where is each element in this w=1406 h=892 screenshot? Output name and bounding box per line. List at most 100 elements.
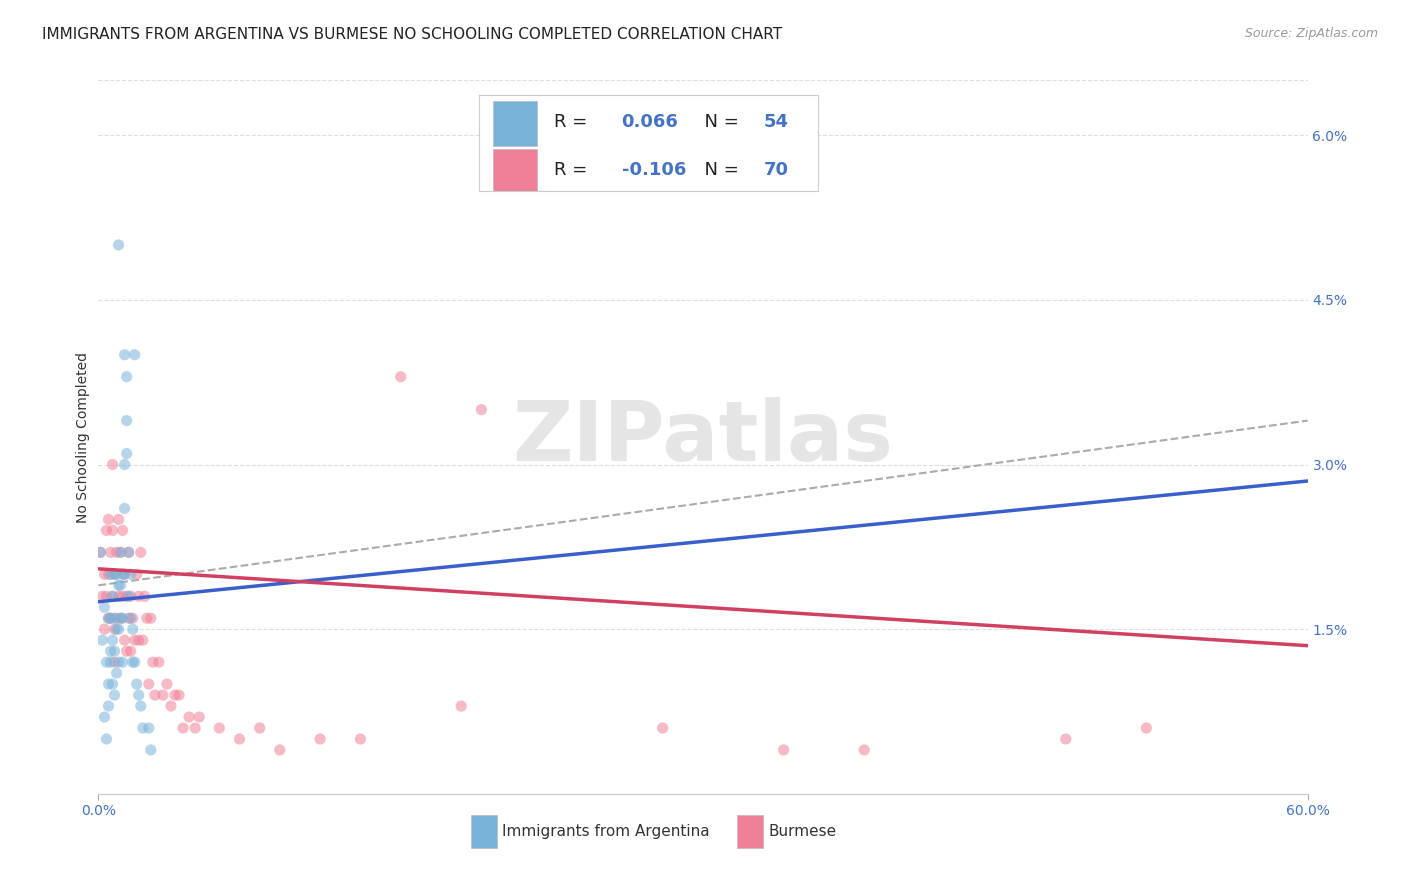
Point: [188, 710, 211, 724]
Point: [450, 699, 472, 714]
Point: [148, 655, 170, 669]
Point: [470, 402, 492, 417]
Point: [89, 545, 111, 559]
Point: [100, 611, 122, 625]
Point: [114, 348, 136, 362]
Point: [121, 622, 143, 636]
Point: [103, 567, 125, 582]
Point: [91, 589, 114, 603]
Point: [1135, 721, 1157, 735]
Point: [101, 458, 124, 472]
Y-axis label: No Schooling Completed: No Schooling Completed: [76, 351, 90, 523]
Point: [100, 545, 122, 559]
Point: [115, 369, 138, 384]
Point: [208, 721, 231, 735]
Point: [228, 731, 250, 746]
Point: [389, 369, 412, 384]
Point: [93, 622, 115, 636]
Point: [160, 699, 183, 714]
Point: [114, 567, 136, 582]
Point: [120, 644, 142, 658]
Point: [96, 731, 118, 746]
Point: [124, 348, 146, 362]
Point: [120, 589, 142, 603]
Point: [111, 589, 134, 603]
Point: [132, 721, 155, 735]
Point: [97, 677, 120, 691]
Point: [349, 731, 371, 746]
Point: [100, 611, 122, 625]
Point: [101, 524, 124, 538]
Point: [269, 743, 291, 757]
Point: [103, 644, 125, 658]
Point: [107, 589, 129, 603]
Point: [101, 589, 124, 603]
Point: [89, 545, 111, 559]
Point: [114, 501, 136, 516]
Point: [107, 512, 129, 526]
Point: [111, 655, 134, 669]
Point: [96, 524, 118, 538]
Point: [172, 721, 194, 735]
Point: [129, 699, 152, 714]
Point: [101, 589, 124, 603]
Point: [121, 611, 143, 625]
Point: [100, 655, 122, 669]
Point: [120, 611, 142, 625]
Point: [93, 567, 115, 582]
Point: [111, 611, 134, 625]
Point: [105, 545, 128, 559]
Point: [651, 721, 673, 735]
Point: [118, 545, 141, 559]
Point: [91, 633, 114, 648]
Point: [167, 688, 190, 702]
Point: [96, 589, 118, 603]
Text: ZIPatlas: ZIPatlas: [513, 397, 893, 477]
Point: [132, 633, 155, 648]
Point: [115, 644, 138, 658]
Point: [138, 677, 160, 691]
Point: [110, 611, 132, 625]
Point: [152, 688, 174, 702]
Point: [107, 622, 129, 636]
Point: [97, 699, 120, 714]
Point: [118, 611, 141, 625]
Point: [184, 721, 207, 735]
Point: [118, 589, 141, 603]
Point: [103, 655, 125, 669]
Point: [772, 743, 794, 757]
Point: [134, 589, 156, 603]
Point: [309, 731, 332, 746]
Point: [100, 644, 122, 658]
Point: [124, 655, 146, 669]
Point: [107, 578, 129, 592]
Point: [156, 677, 179, 691]
Point: [853, 743, 876, 757]
Point: [105, 567, 128, 582]
Point: [114, 633, 136, 648]
Point: [114, 567, 136, 582]
Point: [107, 655, 129, 669]
Point: [97, 567, 120, 582]
Point: [114, 458, 136, 472]
Point: [143, 688, 166, 702]
Point: [103, 567, 125, 582]
Point: [110, 611, 132, 625]
Point: [121, 655, 143, 669]
Point: [103, 622, 125, 636]
Point: [111, 524, 134, 538]
Point: [103, 611, 125, 625]
Point: [249, 721, 271, 735]
Point: [97, 512, 120, 526]
Point: [100, 567, 122, 582]
Point: [105, 666, 128, 681]
Point: [118, 545, 141, 559]
Point: [142, 655, 165, 669]
Point: [128, 688, 150, 702]
Point: [115, 414, 138, 428]
Point: [115, 446, 138, 460]
Point: [179, 710, 201, 724]
Point: [97, 611, 120, 625]
Point: [115, 589, 138, 603]
Point: [111, 567, 134, 582]
